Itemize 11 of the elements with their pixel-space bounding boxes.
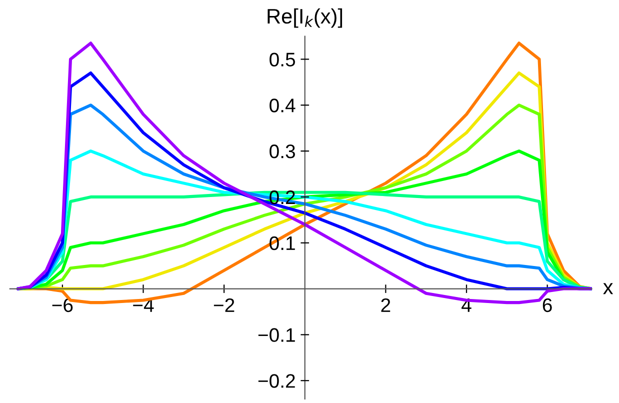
x-tick-label: 2 (381, 298, 390, 312)
y-tick-label: 0.4 (270, 98, 296, 112)
x-tick-label: 6 (542, 298, 552, 312)
y-tick-label: −0.2 (258, 374, 295, 388)
x-axis-title: x (603, 283, 614, 294)
y-tick-label: 0.3 (270, 144, 295, 158)
y-tick-label: 0.1 (270, 236, 295, 250)
x-tick-label: −2 (214, 298, 234, 312)
y-tick-label: 0.5 (270, 52, 296, 66)
y-axis-title: Re[I$_{k}$(x)] (268, 8, 342, 28)
y-tick-label: −0.1 (258, 328, 295, 342)
